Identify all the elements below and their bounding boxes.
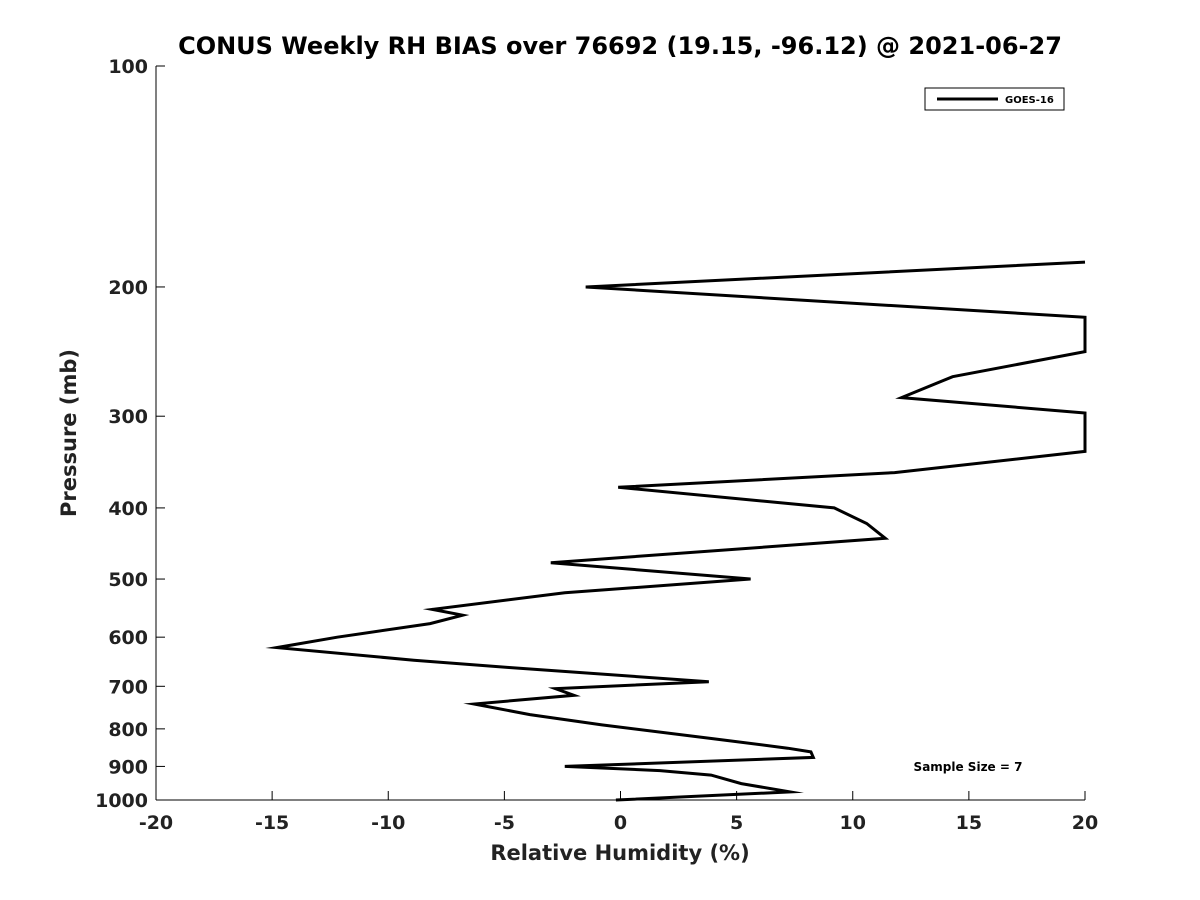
- sample-size-annotation: Sample Size = 7: [914, 760, 1023, 774]
- y-tick-label: 900: [108, 756, 148, 778]
- x-tick-label: -15: [255, 812, 289, 834]
- x-tick-label: 20: [1072, 812, 1098, 834]
- series-line-goes-16: [265, 260, 1087, 802]
- x-tick-label: -10: [371, 812, 405, 834]
- x-axis-label: Relative Humidity (%): [490, 841, 749, 865]
- x-tick-label: 10: [840, 812, 866, 834]
- y-tick-label: 800: [108, 719, 148, 741]
- legend: GOES-16: [924, 87, 1065, 111]
- x-tick-label: 15: [956, 812, 982, 834]
- y-tick-label: 500: [108, 569, 148, 591]
- y-tick-label: 400: [108, 498, 148, 520]
- legend-entry-goes-16: GOES-16: [1005, 95, 1054, 106]
- y-tick-label: 600: [108, 627, 148, 649]
- x-tick-label: -5: [494, 812, 515, 834]
- chart-title: CONUS Weekly RH BIAS over 76692 (19.15, …: [178, 32, 1062, 60]
- y-tick-label: 700: [108, 676, 148, 698]
- x-tick-label: 0: [614, 812, 627, 834]
- x-tick-label: 5: [730, 812, 743, 834]
- x-tick-label: -20: [139, 812, 173, 834]
- y-axis-ticks: 100 200 300 400 500 600 700 800 900 1000: [95, 56, 165, 812]
- y-tick-label: 200: [108, 277, 148, 299]
- y-tick-label: 1000: [95, 790, 148, 812]
- plot-axes: [155, 66, 1085, 801]
- x-axis-ticks: -20 -15 -10 -5 0 5 10 15 20: [139, 791, 1098, 834]
- y-axis-label: Pressure (mb): [57, 349, 81, 517]
- y-tick-label: 300: [108, 406, 148, 428]
- data-series: [265, 260, 1087, 802]
- y-tick-label: 100: [108, 56, 148, 78]
